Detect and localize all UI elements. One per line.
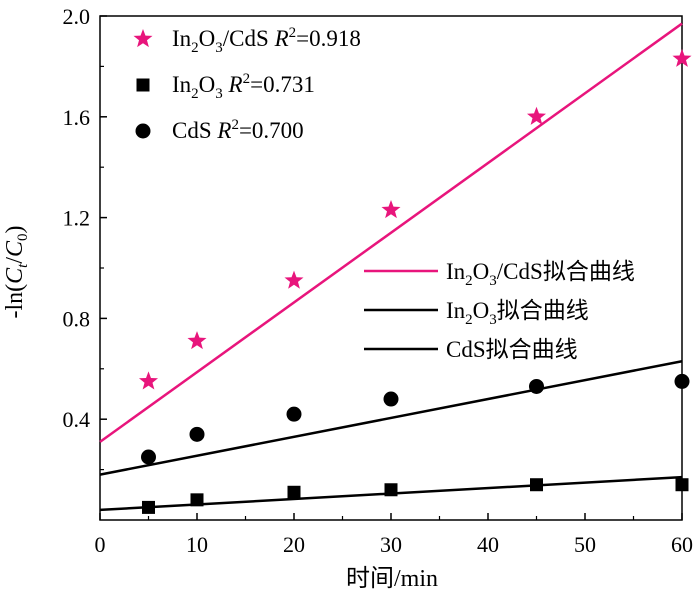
label-part-c: /CdS [223,26,269,51]
x-tick-label: 50 [574,532,596,557]
label-sub-b: 3 [489,312,497,328]
label-part-a: CdS [172,118,212,143]
data-point-s1 [142,500,155,514]
y-tick-label: 0.8 [63,306,91,331]
r-label: R [274,26,289,51]
data-point-s0 [526,106,547,125]
data-point-s1 [190,493,204,507]
data-point-s1 [287,485,301,499]
x-tick-label: 60 [671,532,693,557]
legend-marker-s1 [136,78,150,92]
legend-label-s2: CdS R2=0.700 [172,117,304,143]
y-title-c2: C [2,240,28,257]
data-point-s2 [529,378,544,394]
label-sub-b: 3 [215,40,223,56]
x-axis-title: 时间/min [346,565,438,592]
label-part-a: In [446,298,466,323]
y-axis: 0.4 0.8 1.2 1.6 2.0 [63,4,107,471]
data-point-s1 [530,478,543,492]
y-title-c1: C [2,267,28,284]
y-title-prefix: -ln( [2,284,28,319]
label-sub-a: 2 [191,40,199,56]
label-part-a: CdS拟合曲线 [446,337,578,362]
legend-marker-s2 [135,123,151,139]
r-value: =0.700 [239,118,304,143]
x-tick-label: 0 [95,532,106,557]
y-tick-label: 1.2 [63,206,91,231]
legend-fit-label-1: In2O3拟合曲线 [446,298,589,328]
r-value: =0.918 [296,26,361,51]
y-title-suffix: ) [2,225,28,233]
r-value: =0.731 [250,72,315,97]
y-title-c2-sub: 0 [15,233,31,241]
data-point-s2 [189,426,205,442]
data-point-s1 [675,478,689,492]
label-sub-a: 2 [465,312,473,328]
legend-fit-label-0: In2O3/CdS拟合曲线 [446,259,635,289]
y-axis-title: -ln(Ct/C0) [2,225,31,318]
label-part-b: O [199,26,216,51]
legend-marker-s0 [133,29,153,48]
x-tick-label: 10 [186,532,208,557]
data-point-s0 [672,48,692,67]
legend-label-s0: In2O3/CdS R2=0.918 [172,25,361,56]
label-part-b: O [473,259,490,284]
label-part-b: O [199,72,216,97]
label-part-a: In [172,72,192,97]
y-tick-label: 1.6 [63,105,91,130]
x-tick-label: 20 [283,532,305,557]
label-part-a: In [446,259,466,284]
y-tick-label: 0.4 [63,407,91,432]
data-point-s0 [187,331,207,350]
r-label: R [228,72,243,97]
r-sup: 2 [289,25,297,41]
data-point-s2 [674,373,690,389]
label-sub-b: 3 [489,273,497,289]
label-sub-b: 3 [215,86,223,102]
data-point-s2 [141,449,156,465]
data-point-s2 [383,391,399,407]
y-title-slash: / [2,257,28,264]
r-label: R [216,118,231,143]
label-part-c: 拟合曲线 [497,298,589,323]
data-markers [138,48,692,514]
y-title-c1-sub: t [15,263,31,268]
fit-line-2 [99,360,683,476]
label-part-c: /CdS拟合曲线 [497,259,635,284]
r-sup: 2 [231,117,239,133]
data-point-s2 [286,406,302,422]
label-part-b: O [473,298,490,323]
data-point-s0 [284,270,304,289]
data-point-s0 [381,200,401,219]
fit-line-0 [99,22,683,443]
label-sub-a: 2 [191,86,199,102]
label-part-a: In [172,26,192,51]
y-tick-label: 2.0 [63,4,91,29]
legend-label-s1: In2O3 R2=0.731 [172,71,315,102]
x-axis: 0 10 20 30 40 50 60 [95,513,693,557]
x-tick-label: 30 [380,532,402,557]
r-sup: 2 [243,71,251,87]
data-point-s1 [384,483,398,497]
x-tick-label: 40 [477,532,499,557]
label-sub-a: 2 [465,273,473,289]
data-point-s0 [138,371,159,390]
legend-fit-label-2: CdS拟合曲线 [446,337,578,362]
